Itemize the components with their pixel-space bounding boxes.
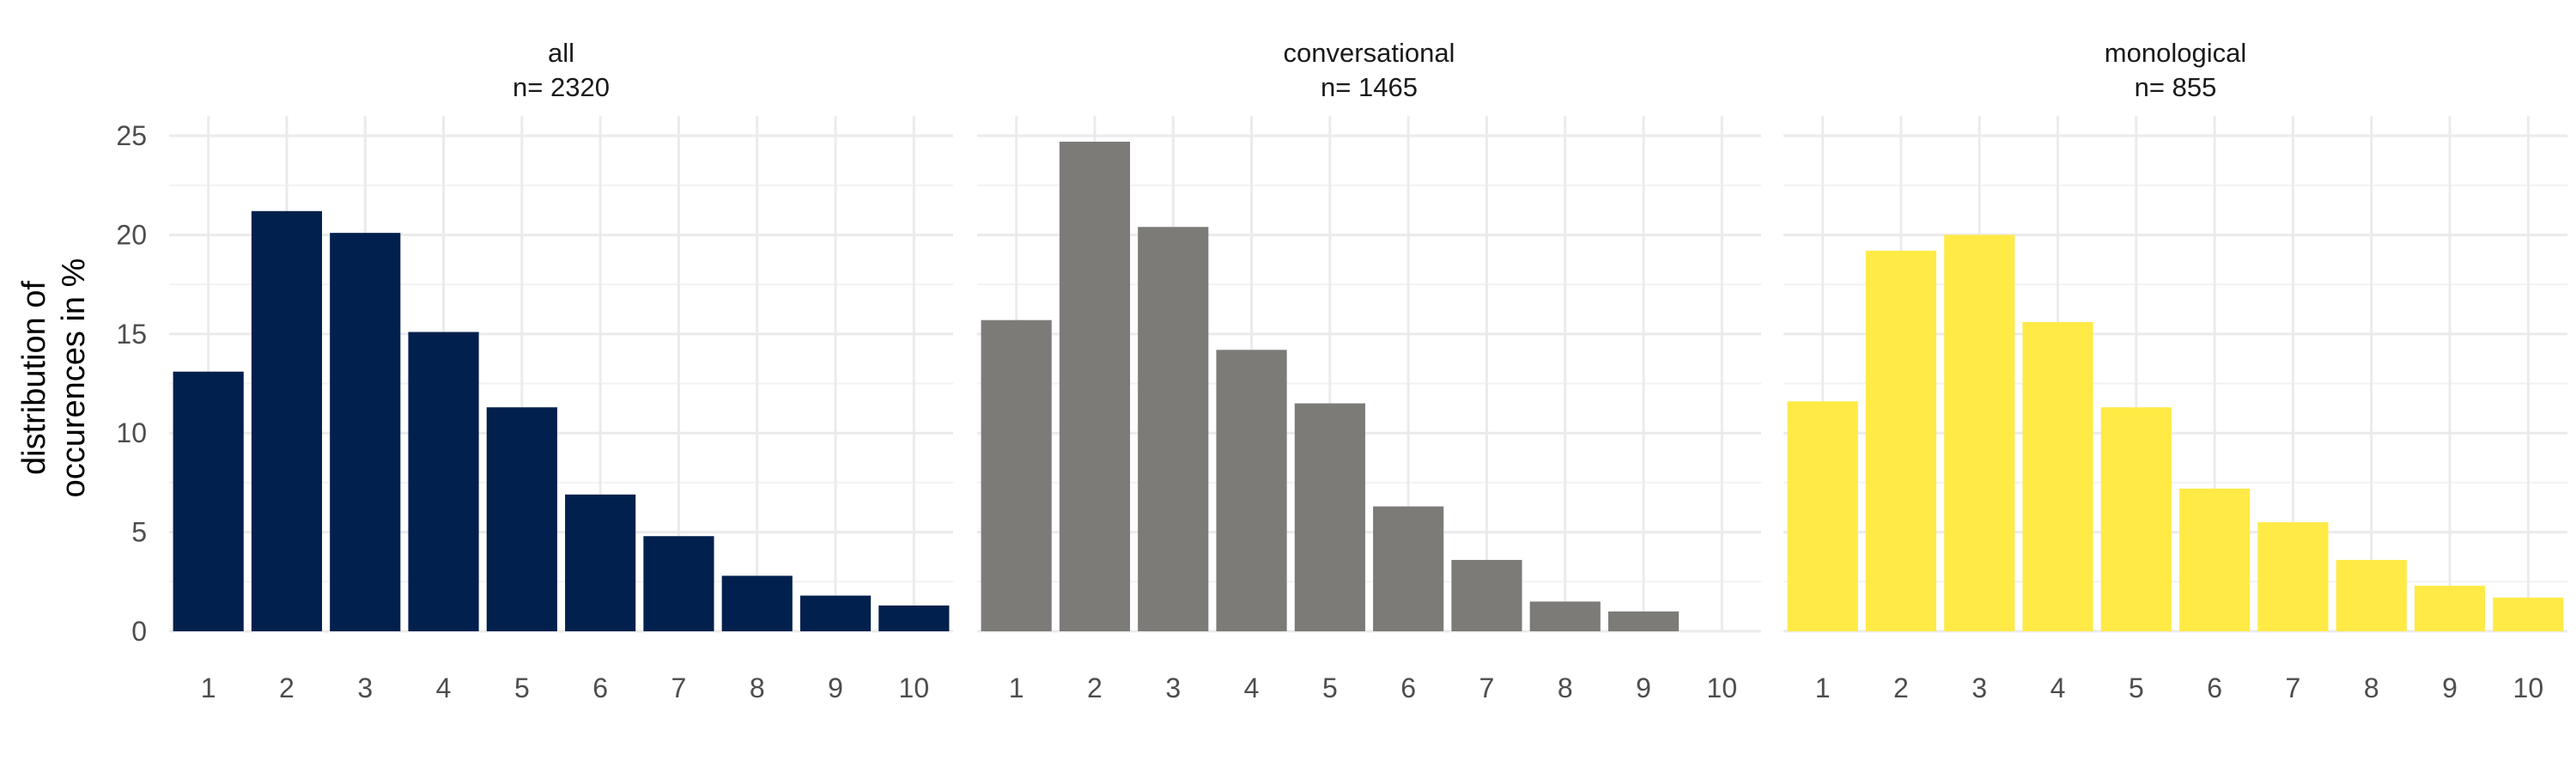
x-tick-label: 1	[1815, 673, 1831, 703]
x-tick-label: 5	[1322, 673, 1338, 703]
panel-title-line: all	[548, 38, 574, 68]
x-tick-label: 8	[750, 673, 765, 703]
x-tick-label: 6	[2207, 673, 2222, 703]
x-tick-label: 9	[828, 673, 843, 703]
bar	[2179, 488, 2251, 631]
bar	[2257, 522, 2329, 631]
bar	[1529, 601, 1601, 631]
x-tick-label: 4	[2050, 673, 2066, 703]
y-axis-label-line: occurences in %	[56, 259, 92, 498]
bar	[2336, 559, 2407, 631]
bar	[1373, 506, 1444, 631]
bar	[2414, 585, 2486, 631]
x-tick-label: 4	[1244, 673, 1260, 703]
bar	[1787, 401, 1858, 631]
x-tick-label: 3	[1971, 673, 1987, 703]
bar	[799, 595, 872, 631]
panel-title: monological n= 855	[2105, 38, 2246, 102]
panel-title-line: n= 855	[2135, 72, 2217, 102]
bar	[1865, 250, 1937, 631]
bar	[1294, 403, 1365, 631]
x-tick-label: 10	[2513, 673, 2544, 703]
x-tick-label: 9	[1636, 673, 1651, 703]
chart-panels: 1 2 3 4 5 6 7 8 9 10 all n= 2320 1 2 3 4 5 6 7 8 9 10 conversa…	[169, 38, 2567, 703]
y-tick-label: 5	[131, 517, 147, 548]
x-tick-label: 6	[592, 673, 608, 703]
y-axis-title: distribution of occurences in % 0 5 10 15 20 25	[16, 120, 147, 647]
bar	[330, 233, 401, 631]
bar	[1059, 142, 1131, 631]
x-tick-label: 8	[1558, 673, 1573, 703]
y-axis-label: distribution of occurences in %	[16, 259, 92, 498]
bar	[1944, 234, 2015, 631]
panel-title-line: n= 2320	[513, 72, 610, 102]
bar	[408, 332, 479, 631]
y-tick-label: 15	[116, 319, 147, 350]
x-tick-label: 7	[671, 673, 687, 703]
bar	[981, 320, 1052, 631]
bar	[173, 371, 244, 631]
bar	[1216, 350, 1287, 631]
y-tick-label: 25	[116, 120, 147, 151]
x-tick-label: 6	[1400, 673, 1416, 703]
panel: 1 2 3 4 5 6 7 8 9 10 monological n= 855	[1783, 38, 2567, 703]
y-tick-label: 10	[116, 417, 147, 448]
y-tick-label: 20	[116, 219, 147, 250]
x-tick-label: 4	[436, 673, 452, 703]
x-tick-label: 10	[899, 673, 930, 703]
bar	[1607, 611, 1680, 631]
x-tick-label: 2	[1087, 673, 1103, 703]
y-axis-label-line: distribution of	[16, 281, 52, 475]
x-tick-label: 10	[1707, 673, 1738, 703]
x-tick-label: 1	[201, 673, 216, 703]
bar	[721, 575, 793, 631]
panel-title-line: monological	[2105, 38, 2246, 68]
panel-title: all n= 2320	[513, 38, 610, 102]
x-tick-label: 7	[1479, 673, 1495, 703]
x-tick-label: 5	[2129, 673, 2144, 703]
bar	[1451, 559, 1522, 631]
bar	[486, 407, 557, 631]
bar	[565, 494, 636, 631]
x-tick-label: 1	[1009, 673, 1024, 703]
bar	[878, 606, 950, 631]
panel-title-line: n= 1465	[1321, 72, 1418, 102]
bar	[2022, 322, 2093, 631]
bar	[1138, 227, 1209, 631]
x-tick-label: 3	[357, 673, 373, 703]
bar	[2100, 407, 2172, 631]
bar	[251, 210, 323, 631]
x-tick-label: 9	[2442, 673, 2458, 703]
bars	[1787, 234, 2564, 631]
x-tick-label: 3	[1165, 673, 1181, 703]
x-tick-label: 2	[1893, 673, 1909, 703]
x-tick-label: 7	[2286, 673, 2301, 703]
y-tick-label: 0	[131, 616, 147, 647]
x-tick-label: 2	[279, 673, 295, 703]
bars	[173, 210, 950, 631]
panel-title: conversational n= 1465	[1284, 38, 1455, 102]
panel: 1 2 3 4 5 6 7 8 9 10 all n= 2320	[169, 38, 953, 703]
x-tick-label: 5	[514, 673, 530, 703]
bars	[981, 142, 1680, 631]
panel: 1 2 3 4 5 6 7 8 9 10 conversational n= 1465	[977, 38, 1761, 703]
x-tick-label: 8	[2364, 673, 2379, 703]
bar	[2493, 597, 2564, 631]
bar	[643, 536, 714, 631]
panel-title-line: conversational	[1284, 38, 1455, 68]
